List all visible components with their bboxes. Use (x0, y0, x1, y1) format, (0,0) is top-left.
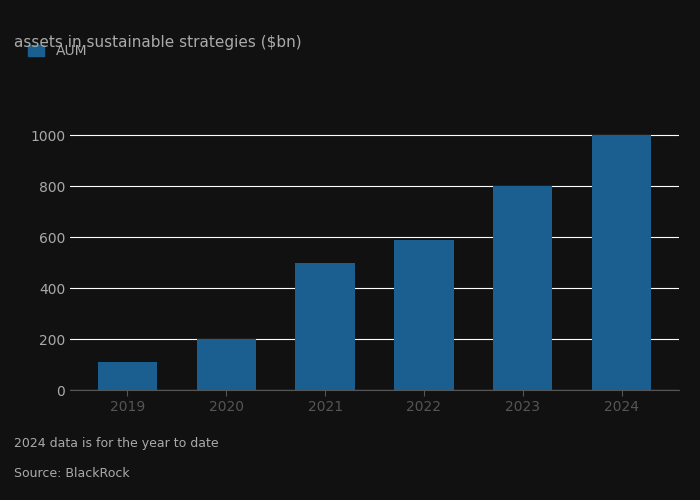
Bar (592, 136, 651, 390)
Bar (493, 186, 552, 390)
Bar (295, 262, 355, 390)
Text: Source: BlackRock: Source: BlackRock (14, 467, 130, 480)
Text: 2024 data is for the year to date: 2024 data is for the year to date (14, 437, 218, 450)
Bar (197, 339, 256, 390)
Text: assets in sustainable strategies ($bn): assets in sustainable strategies ($bn) (14, 35, 302, 50)
Legend: AUM: AUM (22, 38, 92, 64)
Bar (98, 362, 157, 390)
Bar (394, 240, 454, 390)
